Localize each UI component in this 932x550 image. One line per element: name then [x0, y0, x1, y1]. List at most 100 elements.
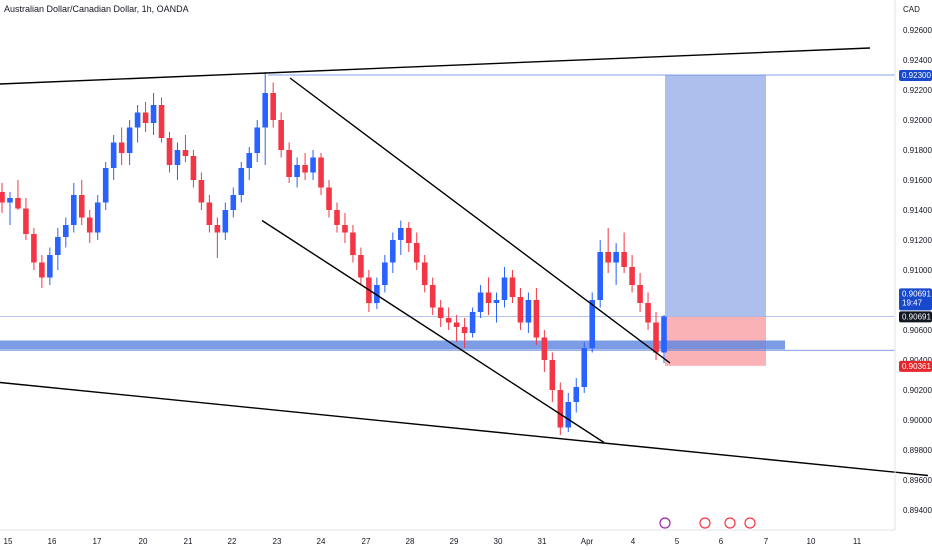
candle-body [501, 277, 508, 300]
candle-body [230, 195, 237, 210]
candle-body [645, 303, 651, 323]
y-tick-label: 0.91200 [903, 236, 932, 245]
trendlines-layer [0, 47, 929, 477]
candles-layer [0, 72, 667, 435]
candle-body [613, 252, 619, 263]
last-price-badge-text: 19:47 [902, 298, 923, 307]
candle-body [238, 168, 245, 195]
x-tick-label: 21 [184, 537, 193, 546]
x-tick-label: 5 [675, 537, 680, 546]
candle-body [182, 150, 189, 156]
y-tick-label: 0.90400 [903, 356, 932, 365]
chart-title: Australian Dollar/Canadian Dollar, 1h, O… [4, 4, 189, 14]
target-price-badge-text: 0.92300 [902, 71, 931, 80]
upper-channel-trendline [0, 47, 871, 85]
y-tick-label: 0.89800 [903, 446, 932, 455]
candle-body [493, 300, 500, 303]
y-tick-label: 0.91800 [903, 146, 932, 155]
stop-price-badge-text: 0.90361 [902, 362, 931, 371]
candle-body [350, 232, 356, 255]
candle-body [214, 225, 221, 233]
candle-body [358, 255, 364, 278]
y-tick-label: 0.91600 [903, 176, 932, 185]
y-tick-label: 0.89400 [903, 506, 932, 515]
candle-body [517, 297, 524, 323]
lower-channel-trendline [0, 381, 929, 477]
candle-body [23, 208, 29, 234]
candle-body [262, 93, 268, 128]
x-tick-label: 7 [764, 537, 769, 546]
x-tick-label: 20 [139, 537, 148, 546]
candle-body [134, 112, 141, 128]
candle-body [565, 402, 572, 428]
y-tick-label: 0.90600 [903, 326, 932, 335]
candle-body [278, 120, 284, 150]
candle-body [94, 202, 101, 233]
candle-body [302, 165, 308, 173]
candle-body [126, 127, 133, 153]
x-tick-label: 16 [48, 537, 57, 546]
falling-resistance-trendline [289, 77, 671, 364]
candle-body [39, 262, 45, 278]
candle-body [15, 198, 21, 209]
candle-body [429, 285, 436, 308]
x-tick-label: 10 [807, 537, 816, 546]
x-tick-label: 17 [93, 537, 102, 546]
candle-body [477, 292, 484, 312]
candle-body [270, 93, 276, 120]
y-tick-label: 0.92600 [903, 26, 932, 35]
y-tick-label: 0.89600 [903, 476, 932, 485]
candle-body [47, 255, 53, 278]
candle-body [653, 322, 659, 353]
candle-body [118, 142, 125, 153]
x-tick-label: 22 [228, 537, 237, 546]
target-price-badge [899, 70, 932, 81]
candle-body [413, 243, 420, 263]
y-tick-label: 0.90200 [903, 386, 932, 395]
candle-body [637, 285, 643, 303]
y-tick-label: 0.91400 [903, 206, 932, 215]
x-tick-label: 4 [631, 537, 636, 546]
candle-body [318, 157, 324, 188]
candle-body [342, 225, 348, 233]
candle-body [525, 300, 532, 323]
candle-body [549, 360, 556, 390]
candle-body [254, 127, 261, 153]
candle-body [286, 150, 292, 177]
candle-body [533, 300, 540, 338]
candle-body [31, 234, 37, 263]
x-tick-label: 30 [494, 537, 503, 546]
candle-body [310, 157, 316, 173]
candle-body [445, 318, 452, 323]
price-axis: 0.92600 0.92400 0.92200 0.92000 0.91800 0.916… [903, 26, 932, 515]
candle-body [142, 112, 149, 123]
x-tick-label: 11 [853, 537, 862, 546]
event-icons [659, 517, 756, 529]
target-zone [665, 75, 766, 317]
last-price-badge-text: 0.90691 [902, 289, 931, 298]
candle-body [573, 387, 580, 402]
candle-body [326, 187, 332, 210]
candle-body [174, 150, 181, 165]
x-tick-label: 27 [362, 537, 371, 546]
candle-body [86, 217, 93, 233]
y-tick-label: 0.92200 [903, 86, 932, 95]
flag-icon [724, 517, 736, 529]
x-tick-label: 29 [450, 537, 459, 546]
candle-body [102, 168, 109, 203]
x-tick-label: 28 [406, 537, 415, 546]
y-tick-label: 0.92400 [903, 56, 932, 65]
candle-body [110, 142, 117, 168]
time-axis: 15 16 17 20 21 22 23 24 27 28 29 30 31 Apr 4 5 6 7 10 11 [4, 537, 862, 546]
candle-body [597, 252, 603, 300]
currency-label: CAD [903, 5, 920, 14]
candle-body [469, 312, 476, 333]
candle-body [581, 348, 588, 387]
x-tick-label: 31 [538, 537, 547, 546]
horizontal-lines-layer [0, 74, 895, 351]
candle-body [661, 316, 667, 353]
candle-body [374, 285, 380, 303]
candle-body [382, 262, 388, 285]
candle-body [246, 153, 253, 168]
